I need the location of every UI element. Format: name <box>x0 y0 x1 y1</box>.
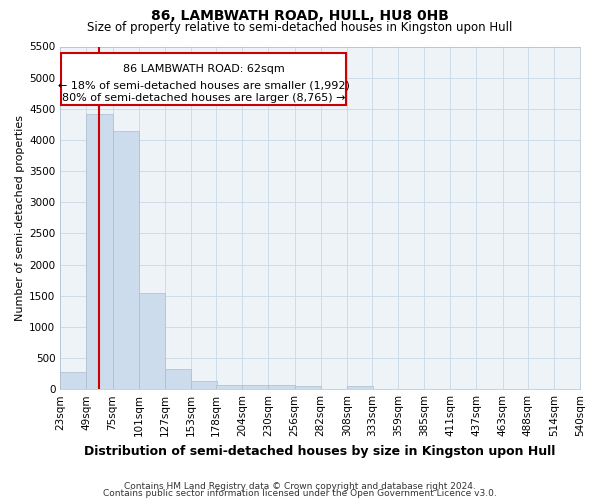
Y-axis label: Number of semi-detached properties: Number of semi-detached properties <box>15 115 25 321</box>
Bar <box>216 384 242 389</box>
Bar <box>347 386 373 389</box>
Text: 80% of semi-detached houses are larger (8,765) →: 80% of semi-detached houses are larger (… <box>62 93 345 103</box>
Text: 86, LAMBWATH ROAD, HULL, HU8 0HB: 86, LAMBWATH ROAD, HULL, HU8 0HB <box>151 9 449 23</box>
FancyBboxPatch shape <box>61 54 346 105</box>
Bar <box>268 386 295 389</box>
Bar <box>191 382 217 389</box>
Bar <box>86 114 113 389</box>
Text: ← 18% of semi-detached houses are smaller (1,992): ← 18% of semi-detached houses are smalle… <box>58 80 349 90</box>
Bar <box>139 292 165 389</box>
Text: Size of property relative to semi-detached houses in Kingston upon Hull: Size of property relative to semi-detach… <box>88 22 512 35</box>
Bar <box>60 372 86 389</box>
Bar <box>242 385 268 389</box>
Bar <box>165 369 191 389</box>
Text: 86 LAMBWATH ROAD: 62sqm: 86 LAMBWATH ROAD: 62sqm <box>122 64 284 74</box>
Bar <box>295 386 320 389</box>
Text: Contains HM Land Registry data © Crown copyright and database right 2024.: Contains HM Land Registry data © Crown c… <box>124 482 476 491</box>
X-axis label: Distribution of semi-detached houses by size in Kingston upon Hull: Distribution of semi-detached houses by … <box>85 444 556 458</box>
Bar <box>113 130 139 389</box>
Text: Contains public sector information licensed under the Open Government Licence v3: Contains public sector information licen… <box>103 489 497 498</box>
